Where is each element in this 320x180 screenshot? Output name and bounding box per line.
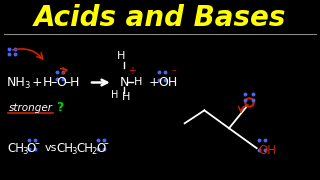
Text: H: H xyxy=(134,78,143,87)
Text: stronger: stronger xyxy=(9,103,53,113)
Text: ?: ? xyxy=(56,101,64,114)
Text: –: – xyxy=(35,138,40,148)
Text: H: H xyxy=(111,90,118,100)
Text: vs: vs xyxy=(44,143,57,153)
Text: –: – xyxy=(172,66,177,76)
Text: 3: 3 xyxy=(71,147,76,156)
Text: O: O xyxy=(96,142,105,155)
Text: +: + xyxy=(32,76,43,89)
Text: H: H xyxy=(117,51,126,61)
Text: H: H xyxy=(43,76,52,89)
Text: OH: OH xyxy=(158,76,177,89)
Text: O: O xyxy=(56,76,66,89)
Text: CH: CH xyxy=(76,142,93,155)
Text: Acids and Bases: Acids and Bases xyxy=(34,4,286,32)
Text: CH: CH xyxy=(56,142,73,155)
Text: –: – xyxy=(104,138,109,148)
Text: CH: CH xyxy=(7,142,24,155)
Text: 3: 3 xyxy=(24,81,29,90)
Text: +: + xyxy=(128,66,136,76)
Text: O: O xyxy=(27,142,36,155)
Text: –: – xyxy=(64,76,71,89)
Text: N: N xyxy=(120,76,129,89)
Text: –: – xyxy=(51,76,57,89)
Text: 3: 3 xyxy=(22,147,27,156)
Text: 2: 2 xyxy=(91,147,96,156)
Text: OH: OH xyxy=(259,144,276,157)
Text: +: + xyxy=(148,76,159,89)
Text: H: H xyxy=(122,92,130,102)
Text: NH: NH xyxy=(7,76,26,89)
Text: H: H xyxy=(70,76,80,89)
